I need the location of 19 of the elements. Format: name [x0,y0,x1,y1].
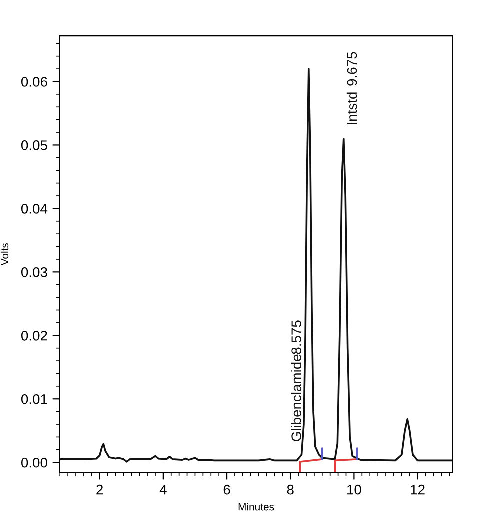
x-tick-label: 4 [160,485,167,495]
x-tick-label: 10 [348,484,362,495]
x-tick-label: 12 [411,484,425,495]
y-axis-title: Volts [0,243,9,266]
annotation: Glibenclamide [291,354,302,442]
annotation: 8.575 [292,320,302,354]
y-tick-label: 0.01 [21,394,48,404]
x-tick-label: 8 [287,484,294,495]
x-axis-title: Minutes [238,503,274,511]
annotation: Intstd [346,92,358,124]
x-tick-label: 6 [224,484,230,495]
y-tick-label: 0.04 [21,204,48,214]
y-tick-label: 0.00 [21,458,48,468]
annotation: 9.675 [347,52,358,86]
y-tick-label: 0.06 [21,77,48,87]
y-tick-label: 0.03 [21,268,48,278]
y-tick-label: 0.02 [21,330,48,341]
y-tick-label: 0.05 [21,140,48,150]
x-tick-label: 2 [96,484,104,495]
